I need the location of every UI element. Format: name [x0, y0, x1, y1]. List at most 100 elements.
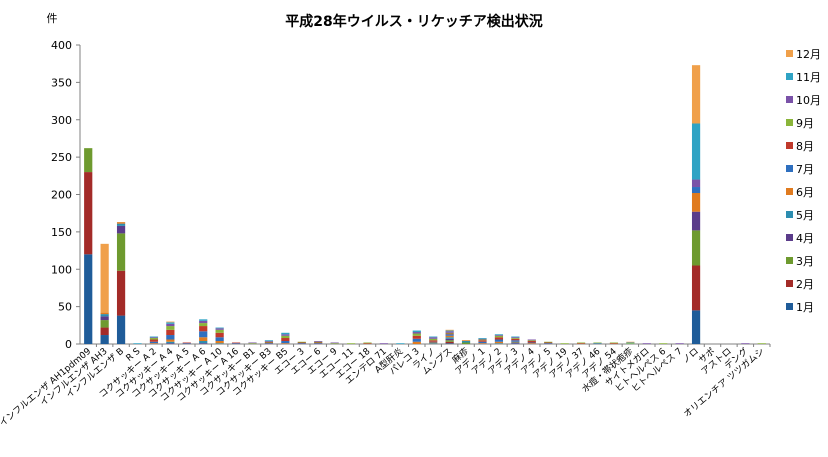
bar-segment	[445, 343, 454, 344]
bar-segment	[544, 342, 553, 344]
bar-segment	[281, 338, 290, 342]
legend-swatch	[786, 211, 793, 218]
bar-segment	[691, 265, 701, 311]
bar-segment	[691, 211, 701, 231]
bar-segment	[100, 320, 109, 328]
bar-segment	[576, 343, 586, 344]
bar-segment	[314, 342, 323, 344]
y-tick-label: 50	[58, 301, 72, 314]
bar-segment	[494, 339, 504, 342]
bar-segment	[445, 340, 454, 342]
bar-segment	[248, 343, 257, 344]
bar-segment	[445, 337, 454, 339]
bar-segment	[626, 341, 635, 343]
legend-swatch	[786, 280, 793, 287]
bar-segment	[166, 335, 175, 340]
bar-segment	[149, 343, 159, 344]
bar-segment	[445, 334, 454, 336]
bar-segment	[297, 342, 306, 344]
bar-segment	[527, 341, 536, 343]
bar-segment	[429, 342, 438, 344]
y-tick-label: 0	[65, 338, 72, 351]
bar-segment	[412, 338, 421, 342]
bar-segment	[691, 310, 701, 344]
legend-swatch	[786, 257, 793, 264]
bar-segment	[412, 341, 421, 344]
bar-segment	[149, 339, 159, 342]
bar-segment	[675, 343, 684, 344]
bar-segment	[511, 340, 520, 342]
chart-title: 平成28年ウイルス・リケッチア検出状況	[285, 13, 542, 30]
legend-entry: 12月	[796, 48, 821, 61]
bar-segment	[478, 341, 487, 344]
bar-segment	[231, 343, 241, 344]
bar-segment	[593, 343, 602, 344]
y-axis-label: 件	[47, 12, 58, 25]
bar-segment	[215, 329, 224, 333]
bar-segment	[429, 343, 438, 344]
legend-swatch	[786, 50, 793, 57]
bar-segment	[691, 65, 701, 124]
bar-segment	[741, 343, 750, 344]
bar-segment	[461, 342, 471, 344]
legend-entry: 6月	[796, 186, 814, 199]
legend-entry: 8月	[796, 140, 814, 153]
legend-entry: 5月	[796, 209, 814, 222]
bar-segment	[609, 342, 619, 344]
bar-segment	[527, 340, 536, 342]
bar-segment	[166, 326, 175, 330]
y-tick-label: 250	[51, 151, 72, 164]
bar-segment	[116, 270, 126, 316]
legend-entry: 4月	[796, 232, 814, 245]
bar-segment	[412, 330, 421, 333]
bar-segment	[84, 172, 93, 255]
bar-segment	[166, 322, 175, 324]
y-tick-label: 100	[51, 263, 72, 276]
bar-segment	[100, 312, 109, 315]
bar-segment	[445, 341, 454, 344]
bar-segment	[231, 342, 241, 344]
bar-segment	[182, 343, 191, 344]
bar-segment	[626, 342, 635, 344]
bar-segment	[494, 343, 504, 344]
bar-segment	[379, 343, 389, 344]
bar-segment	[429, 337, 438, 339]
bar-segment	[330, 343, 339, 344]
bar-segment	[527, 339, 536, 341]
legend-swatch	[786, 165, 793, 172]
bar-segment	[166, 343, 175, 344]
bar-segment	[478, 343, 487, 344]
bar-segment	[149, 338, 159, 340]
bar-segment	[297, 341, 306, 343]
bar-segment	[166, 321, 175, 323]
bar-segment	[264, 343, 274, 344]
legend-swatch	[786, 119, 793, 126]
bar-segment	[116, 223, 126, 226]
bar-segment	[478, 338, 487, 339]
legend-entry: 1月	[796, 301, 814, 314]
bar-segment	[494, 341, 504, 344]
bar-segment	[84, 148, 93, 173]
bar-segment	[133, 343, 142, 344]
bar-segment	[478, 339, 487, 341]
bar-segment	[346, 343, 356, 344]
bar-segment	[100, 327, 109, 336]
bar-segment	[199, 320, 208, 324]
bar-segment	[215, 327, 224, 329]
bar-segment	[511, 337, 520, 339]
bar-segment	[445, 332, 454, 334]
bar-segment	[215, 341, 224, 344]
bar-segment	[429, 336, 438, 338]
bar-segment	[445, 331, 454, 333]
bar-segment	[330, 342, 339, 344]
bar-segment	[100, 316, 109, 321]
bar-segment	[264, 341, 274, 342]
bar-segment	[511, 338, 520, 339]
bar-segment	[429, 340, 438, 342]
bar-segment	[445, 333, 454, 335]
bar-segment	[544, 341, 553, 343]
bar-segment	[412, 333, 421, 336]
bar-segment	[314, 341, 323, 343]
bar-segment	[281, 335, 290, 339]
